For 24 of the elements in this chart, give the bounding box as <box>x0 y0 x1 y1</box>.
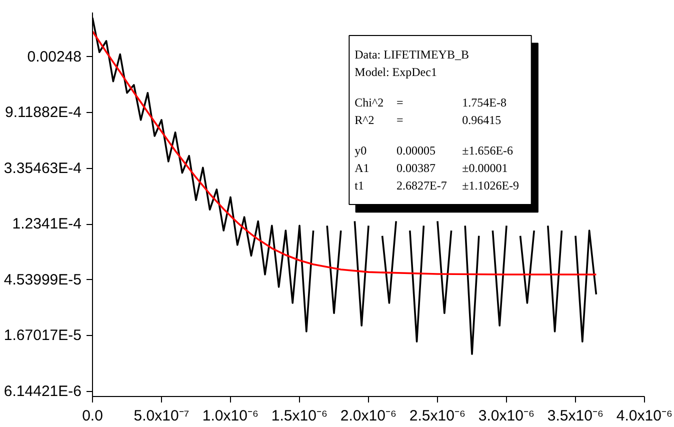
y-tick-label: 9.11882E-4 <box>5 104 82 122</box>
y-tick-label: 1.67017E-5 <box>4 327 82 344</box>
x-tick-label: 5.0x10⁻⁷ <box>134 408 190 424</box>
text: y0 0.00005 ±1.656E-6 <box>354 144 514 158</box>
y-tick-label: 0.00248 <box>27 48 82 66</box>
line-series <box>92 30 598 276</box>
annotation: Model: ExpDec1 <box>354 65 437 80</box>
y-tick-label: 4.53999E-5 <box>4 271 82 288</box>
text: A1 0.00387 ±0.00001 <box>354 161 508 176</box>
text: t1 2.6827E-7 ±1.1026E-9 <box>354 178 520 192</box>
x-tick-label: 3.0x10⁻⁶ <box>478 408 535 424</box>
x-tick-label: 0.0 <box>82 408 103 424</box>
annotation: Data: LIFETIMEYB_B <box>354 48 469 62</box>
y-tick-label: 3.35463E-4 <box>4 160 82 177</box>
x-tick-label: 2.0x10⁻⁶ <box>340 408 397 424</box>
text: R^2 = 0.96415 <box>354 113 502 128</box>
y-tick-label: 1.2341E-4 <box>12 216 82 233</box>
x-tick-label: 3.5x10⁻⁶ <box>547 408 604 424</box>
x-tick-label: 4.0x10⁻⁶ <box>616 408 673 424</box>
x-tick-label: 1.5x10⁻⁶ <box>271 408 328 424</box>
text: Chi^2 = 1.754E-8 <box>354 96 506 110</box>
y-tick-label: 6.14421E-6 <box>4 382 82 400</box>
x-tick-label: 2.5x10⁻⁶ <box>409 408 466 424</box>
x-tick-label: 1.0x10⁻⁶ <box>202 408 259 424</box>
